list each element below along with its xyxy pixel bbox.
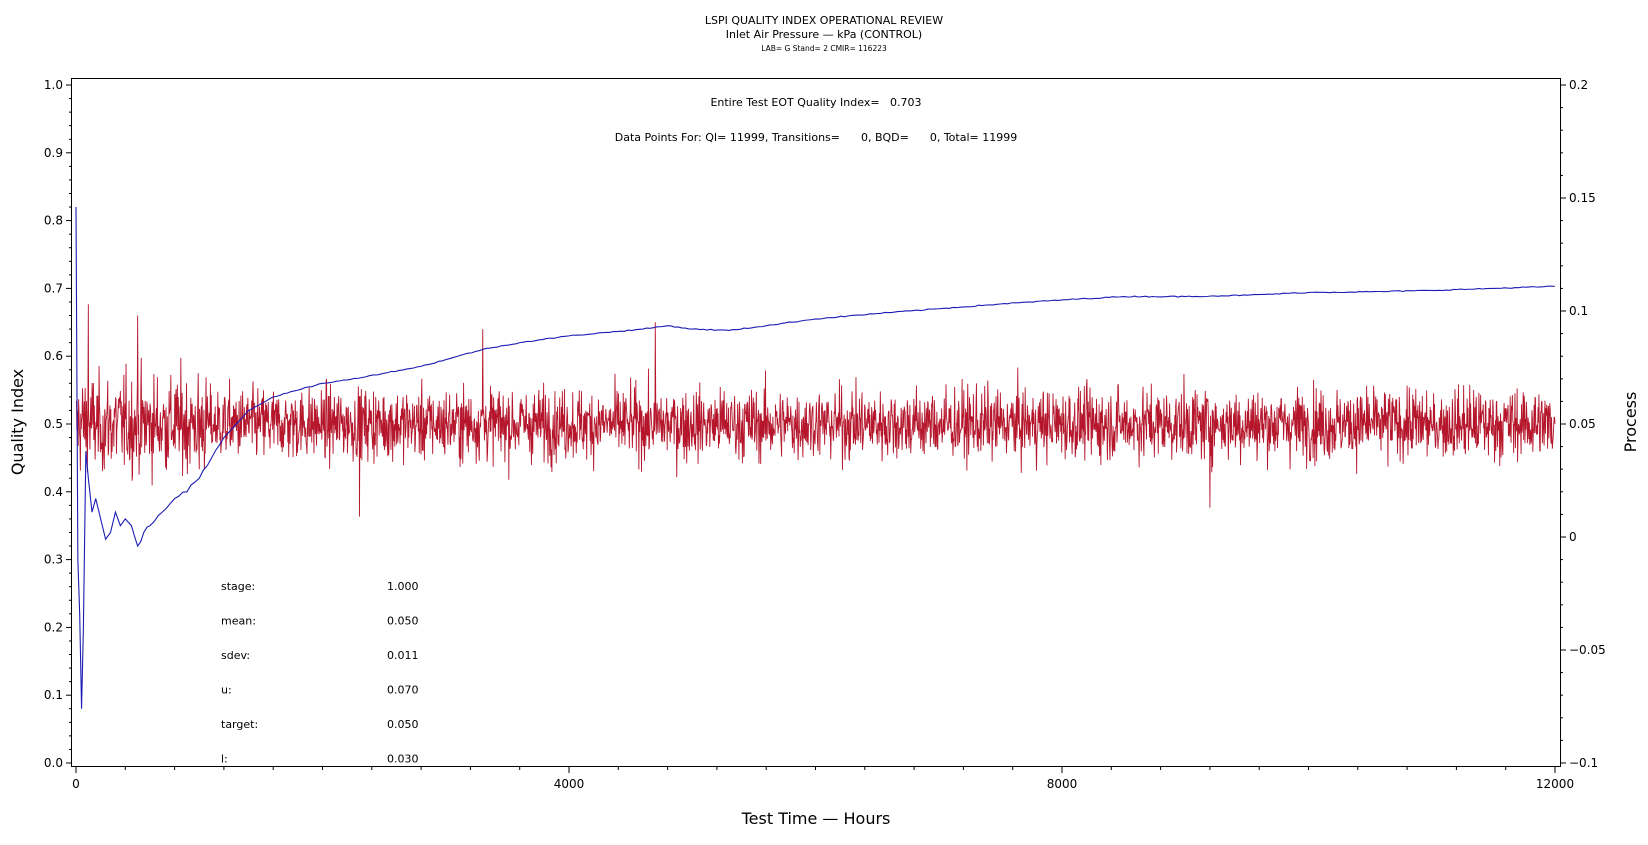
stat-value: 1.000 — [387, 580, 419, 593]
quality-index-series — [75, 207, 1556, 709]
y-left-tick-label: 1.0 — [44, 78, 63, 92]
x-tick-label: 12000 — [1536, 777, 1574, 791]
y-left-tick-label: 0.2 — [44, 620, 63, 634]
y-axis-left-label: Quality Index — [8, 369, 27, 475]
stat-label: sdev: — [221, 649, 250, 662]
y-right-tick-label: −0.1 — [1569, 756, 1598, 770]
y-left-tick-label: 0.0 — [44, 756, 63, 770]
stat-label: l: — [221, 753, 228, 766]
y-left-tick-label: 0.8 — [44, 214, 63, 228]
y-right-tick-label: 0.15 — [1569, 191, 1596, 205]
stat-label: target: — [221, 718, 258, 731]
stat-value: 0.030 — [387, 753, 419, 766]
chart-caption: LAB= G Stand= 2 CMIR= 116223 — [761, 44, 887, 53]
stat-label: u: — [221, 684, 232, 697]
y-left-tick-label: 0.6 — [44, 349, 63, 363]
stats-block: stage: 1.000 mean: 0.050 sdev: 0.011 u: 0.070 ta… — [221, 580, 419, 766]
y-right-tick-label: 0.05 — [1569, 417, 1596, 431]
x-tick-label: 0 — [72, 777, 80, 791]
y-axis-right-label: Process — [1621, 392, 1640, 453]
stat-value: 0.050 — [387, 718, 419, 731]
axis-ticks: 0.0 0.1 0.2 0.3 0.4 0.5 0.6 0.7 0.8 0.9 1.0 −0.1 −0.… — [44, 78, 1606, 791]
chart-title: LSPI QUALITY INDEX OPERATIONAL REVIEW — [705, 14, 943, 27]
y-left-tick-label: 0.1 — [44, 688, 63, 702]
process-line — [75, 304, 1556, 517]
y-left-tick-label: 0.4 — [44, 485, 63, 499]
y-left-tick-label: 0.3 — [44, 553, 63, 567]
y-left-tick-label: 0.7 — [44, 281, 63, 295]
stat-label: stage: — [221, 580, 255, 593]
stat-value: 0.011 — [387, 649, 419, 662]
y-right-tick-label: 0 — [1569, 530, 1577, 544]
stat-label: mean: — [221, 615, 256, 628]
x-axis-label: Test Time — Hours — [741, 809, 891, 828]
y-right-tick-label: −0.05 — [1569, 643, 1606, 657]
stat-value: 0.050 — [387, 615, 419, 628]
y-left-tick-label: 0.5 — [44, 417, 63, 431]
chart-subtitle: Inlet Air Pressure — kPa (CONTROL) — [726, 28, 922, 41]
stat-value: 0.070 — [387, 684, 419, 697]
x-tick-label: 8000 — [1047, 777, 1078, 791]
quality-index-line — [75, 207, 1556, 709]
eot-annotation: Entire Test EOT Quality Index= 0.703 — [710, 96, 921, 109]
x-tick-label: 4000 — [554, 777, 585, 791]
y-left-tick-label: 0.9 — [44, 146, 63, 160]
y-right-tick-label: 0.1 — [1569, 304, 1588, 318]
data-points-annotation: Data Points For: QI= 11999, Transitions=… — [615, 131, 1017, 144]
process-series — [75, 304, 1556, 517]
y-right-tick-label: 0.2 — [1569, 78, 1588, 92]
